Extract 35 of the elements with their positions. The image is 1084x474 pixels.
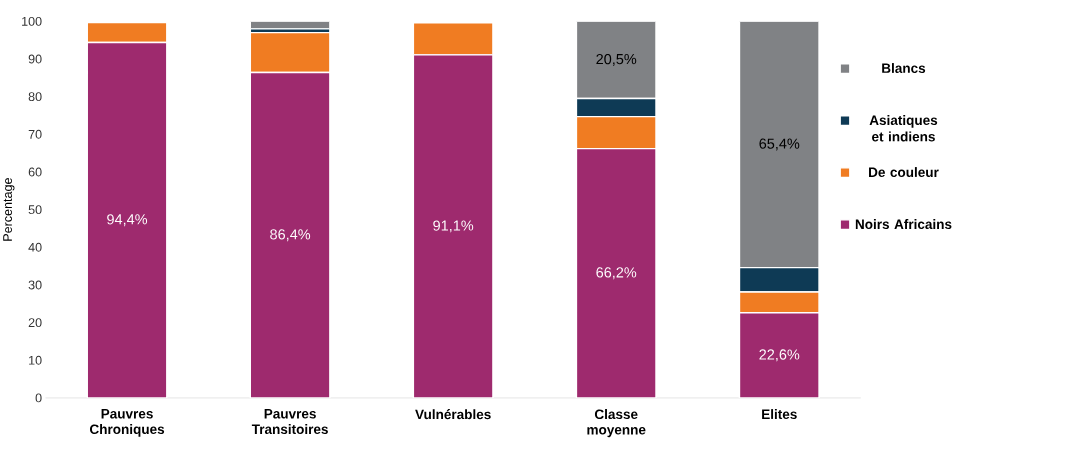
bar xyxy=(412,54,494,399)
legend-label: Blancs xyxy=(882,63,926,74)
y-tick-label: 60 xyxy=(28,167,42,177)
x-tick-label: Elites xyxy=(762,409,797,420)
y-axis-title: Percentage xyxy=(3,178,15,241)
bar xyxy=(249,72,331,399)
bar xyxy=(86,41,168,399)
x-tick-label: Pauvres Transitoires xyxy=(251,409,328,435)
bar xyxy=(738,312,820,399)
y-tick-label: 70 xyxy=(28,130,42,139)
x-tick-label: Vulnérables xyxy=(415,409,491,420)
legend-label: Noirs Africains xyxy=(855,219,952,230)
y-tick-label: 0 xyxy=(35,393,42,403)
x-tick-label: Classe moyenne xyxy=(587,409,646,438)
y-tick-label: 10 xyxy=(29,356,42,365)
y-tick-label: 20 xyxy=(28,318,42,328)
legend-label: Asiatiques et indiens xyxy=(869,115,938,142)
data-label: 65,4% xyxy=(759,138,800,151)
bar xyxy=(575,148,657,399)
data-label: 94,4% xyxy=(107,214,148,227)
data-label: 86,4% xyxy=(270,229,311,242)
y-tick-label: 100 xyxy=(22,17,42,26)
x-tick-label: Pauvres Chroniques xyxy=(90,409,165,437)
y-tick-label: 50 xyxy=(28,205,42,215)
bar xyxy=(738,21,820,269)
data-label: 20,5% xyxy=(596,54,637,67)
y-tick-label: 90 xyxy=(28,54,42,64)
y-tick-label: 40 xyxy=(28,243,42,252)
y-tick-label: 80 xyxy=(28,92,42,102)
data-label: 22,6% xyxy=(759,349,800,362)
y-tick-label: 30 xyxy=(28,280,42,290)
data-label: 66,2% xyxy=(596,267,637,280)
data-label: 91,1% xyxy=(433,220,474,233)
legend-label: De couleur xyxy=(869,167,939,178)
bar xyxy=(575,21,657,100)
